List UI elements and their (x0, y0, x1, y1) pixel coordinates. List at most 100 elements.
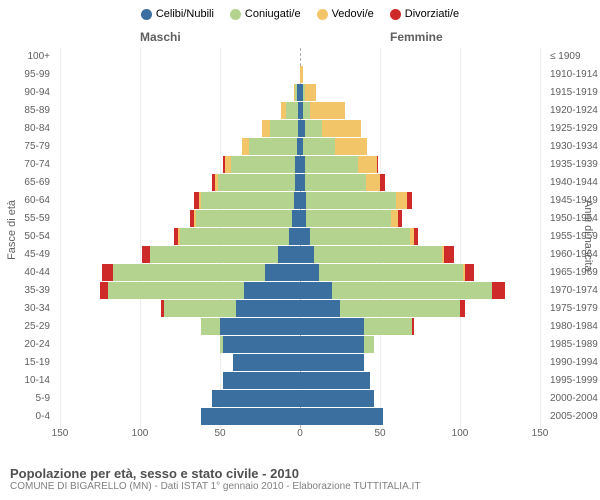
bar-male (212, 174, 300, 191)
bar-segment (300, 300, 340, 317)
bar-male (194, 192, 300, 209)
legend-label: Vedovi/e (332, 8, 374, 20)
age-row: 75-791930-1934 (60, 138, 540, 155)
population-pyramid-chart: Celibi/NubiliConiugati/eVedovi/eDivorzia… (0, 0, 600, 500)
age-label: 5-9 (36, 394, 50, 404)
legend-label: Divorziati/e (405, 8, 459, 20)
birth-label: 1935-1939 (550, 160, 598, 170)
bar-male (190, 210, 300, 227)
chart-title: Popolazione per età, sesso e stato civil… (10, 466, 420, 481)
bar-female (300, 318, 414, 335)
age-row: 15-191990-1994 (60, 354, 540, 371)
age-row: 40-441965-1969 (60, 264, 540, 281)
birth-label: 1940-1944 (550, 178, 598, 188)
x-tick: 100 (452, 428, 469, 439)
bar-segment (305, 120, 323, 137)
age-row: 80-841925-1929 (60, 120, 540, 137)
bar-male (212, 390, 300, 407)
bar-female (300, 390, 374, 407)
bar-male (102, 264, 300, 281)
column-header-male: Maschi (140, 30, 181, 44)
bar-segment (310, 228, 411, 245)
bar-segment (364, 318, 412, 335)
bar-segment (460, 300, 465, 317)
age-label: 20-24 (24, 340, 50, 350)
bar-segment (196, 210, 292, 227)
bar-female (300, 228, 418, 245)
x-tick: 150 (532, 428, 549, 439)
y-axis-title-left: Fasce di età (6, 200, 18, 260)
bar-female (300, 174, 385, 191)
age-label: 95-99 (24, 70, 50, 80)
bar-segment (270, 120, 299, 137)
age-label: 85-89 (24, 106, 50, 116)
birth-label: 1955-1959 (550, 232, 598, 242)
age-label: 40-44 (24, 268, 50, 278)
caption: Popolazione per età, sesso e stato civil… (10, 466, 420, 492)
bar-segment (300, 264, 319, 281)
bar-segment (300, 372, 370, 389)
age-label: 0-4 (36, 412, 50, 422)
bar-segment (300, 408, 383, 425)
chart-subtitle: COMUNE DI BIGARELLO (MN) - Dati ISTAT 1°… (10, 481, 420, 492)
bar-segment (358, 156, 377, 173)
bar-segment (233, 354, 300, 371)
bar-female (300, 120, 361, 137)
birth-label: 1910-1914 (550, 70, 598, 80)
age-row: 45-491960-1964 (60, 246, 540, 263)
bar-segment (305, 156, 358, 173)
bar-male (100, 282, 300, 299)
birth-label: 1925-1929 (550, 124, 598, 134)
age-label: 75-79 (24, 142, 50, 152)
bar-segment (300, 228, 310, 245)
bar-segment (201, 408, 300, 425)
bar-segment (310, 102, 345, 119)
bar-segment (300, 318, 364, 335)
x-tick: 150 (52, 428, 69, 439)
bar-segment (306, 210, 391, 227)
birth-label: ≤ 1909 (550, 52, 581, 62)
bar-segment (100, 282, 108, 299)
age-label: 30-34 (24, 304, 50, 314)
bar-segment (236, 300, 300, 317)
bar-segment (249, 138, 297, 155)
age-row: 70-741935-1939 (60, 156, 540, 173)
age-row: 65-691940-1944 (60, 174, 540, 191)
bar-segment (289, 228, 300, 245)
bar-segment (262, 120, 270, 137)
bar-segment (278, 246, 300, 263)
bar-female (300, 282, 505, 299)
bar-male (161, 300, 300, 317)
age-row: 10-141995-1999 (60, 372, 540, 389)
age-row: 55-591950-1954 (60, 210, 540, 227)
bar-segment (244, 282, 300, 299)
bar-segment (300, 246, 314, 263)
bar-segment (300, 282, 332, 299)
bar-segment (142, 246, 150, 263)
bar-female (300, 300, 465, 317)
age-label: 15-19 (24, 358, 50, 368)
bar-female (300, 372, 370, 389)
x-tick: 0 (297, 428, 303, 439)
age-label: 80-84 (24, 124, 50, 134)
birth-label: 1920-1924 (550, 106, 598, 116)
age-label: 25-29 (24, 322, 50, 332)
bar-male (220, 336, 300, 353)
bar-male (262, 120, 300, 137)
bar-segment (314, 246, 442, 263)
age-row: 0-42005-2009 (60, 408, 540, 425)
age-row: 60-641945-1949 (60, 192, 540, 209)
bar-segment (201, 318, 220, 335)
x-tick: 100 (132, 428, 149, 439)
bar-rows: 100+≤ 190995-991910-191490-941915-191985… (60, 48, 540, 448)
bar-segment (444, 246, 454, 263)
birth-label: 1965-1969 (550, 268, 598, 278)
age-label: 45-49 (24, 250, 50, 260)
bar-male (281, 102, 300, 119)
legend-item: Celibi/Nubili (141, 8, 214, 20)
birth-label: 1930-1934 (550, 142, 598, 152)
age-row: 35-391970-1974 (60, 282, 540, 299)
age-label: 90-94 (24, 88, 50, 98)
bar-male (233, 354, 300, 371)
birth-label: 1995-1999 (550, 376, 598, 386)
